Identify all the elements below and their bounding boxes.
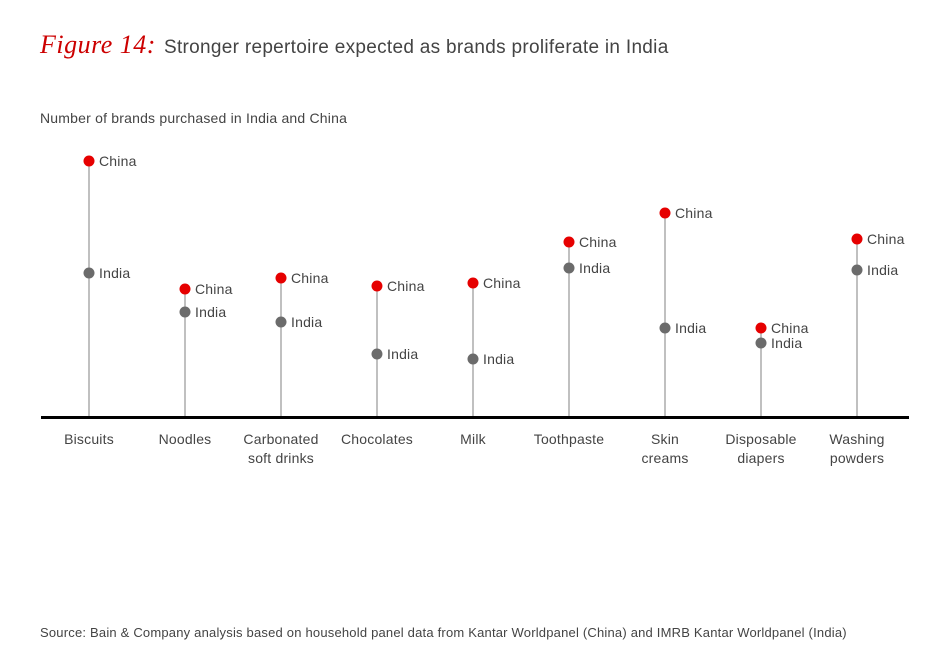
category-group: ChinaIndiaSkin creams [617, 156, 713, 416]
chart-baseline [41, 416, 909, 419]
china-dot [180, 283, 191, 294]
china-dot [660, 208, 671, 219]
china-label: China [675, 205, 713, 221]
category-group: ChinaIndiaWashing powders [809, 156, 905, 416]
category-label: Biscuits [34, 430, 144, 449]
india-label: India [579, 260, 610, 276]
figure-title: Stronger repertoire expected as brands p… [164, 37, 669, 59]
india-dot [372, 348, 383, 359]
india-label: India [99, 265, 130, 281]
india-dot [660, 322, 671, 333]
category-label: Noodles [130, 430, 240, 449]
chart-subtitle: Number of brands purchased in India and … [40, 110, 910, 126]
india-dot [852, 265, 863, 276]
india-label: India [483, 351, 514, 367]
india-dot [84, 268, 95, 279]
china-dot [276, 273, 287, 284]
category-group: ChinaIndiaMilk [425, 156, 521, 416]
india-label: India [387, 346, 418, 362]
category-group: ChinaIndiaDisposable diapers [713, 156, 809, 416]
category-stem [665, 213, 666, 416]
category-label: Washing powders [802, 430, 912, 468]
category-stem [473, 283, 474, 416]
china-label: China [291, 270, 329, 286]
india-label: India [195, 304, 226, 320]
category-label: Toothpaste [514, 430, 624, 449]
category-label: Skin creams [610, 430, 720, 468]
china-label: China [99, 153, 137, 169]
china-label: China [483, 275, 521, 291]
category-group: ChinaIndiaCarbonated soft drinks [233, 156, 329, 416]
india-dot [756, 338, 767, 349]
india-dot [276, 317, 287, 328]
category-group: ChinaIndiaChocolates [329, 156, 425, 416]
category-group: ChinaIndiaNoodles [137, 156, 233, 416]
india-dot [468, 353, 479, 364]
india-label: India [675, 320, 706, 336]
china-dot [756, 322, 767, 333]
category-stem [281, 278, 282, 416]
china-label: China [771, 320, 809, 336]
category-stem [89, 161, 90, 416]
india-dot [564, 262, 575, 273]
category-label: Carbonated soft drinks [226, 430, 336, 468]
figure-number: Figure 14: [40, 30, 156, 60]
category-group: ChinaIndiaBiscuits [41, 156, 137, 416]
china-label: China [867, 231, 905, 247]
china-dot [372, 281, 383, 292]
china-dot [84, 156, 95, 167]
india-label: India [771, 335, 802, 351]
india-label: India [867, 262, 898, 278]
category-label: Disposable diapers [706, 430, 816, 468]
category-label: Chocolates [322, 430, 432, 449]
china-dot [468, 278, 479, 289]
india-dot [180, 307, 191, 318]
china-dot [852, 234, 863, 245]
china-label: China [579, 234, 617, 250]
china-dot [564, 236, 575, 247]
source-citation: Source: Bain & Company analysis based on… [40, 625, 847, 640]
category-label: Milk [418, 430, 528, 449]
category-group: ChinaIndiaToothpaste [521, 156, 617, 416]
china-label: China [387, 278, 425, 294]
china-label: China [195, 281, 233, 297]
lollipop-chart: ChinaIndiaBiscuitsChinaIndiaNoodlesChina… [41, 156, 909, 476]
figure-header: Figure 14: Stronger repertoire expected … [40, 30, 910, 60]
india-label: India [291, 314, 322, 330]
